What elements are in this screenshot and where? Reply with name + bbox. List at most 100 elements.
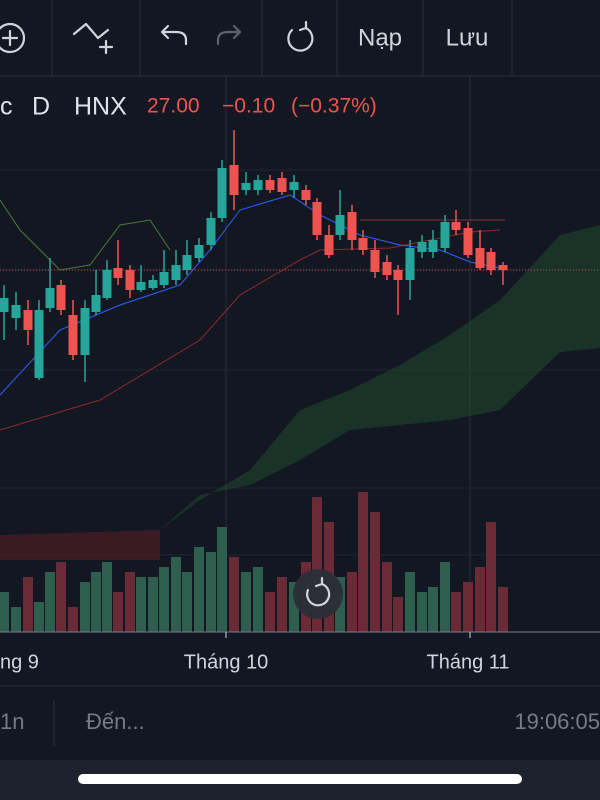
volume-bar bbox=[206, 552, 216, 632]
candle-body bbox=[194, 245, 204, 258]
candle-body bbox=[253, 180, 263, 190]
candle-body bbox=[0, 298, 9, 312]
lagging-line bbox=[0, 199, 171, 271]
volume-bar bbox=[382, 562, 392, 632]
toolbar: Nạp Lưu bbox=[0, 0, 600, 77]
volume-bar bbox=[56, 562, 66, 632]
candle-body bbox=[68, 315, 78, 355]
candle-body bbox=[113, 268, 123, 278]
reset-button[interactable] bbox=[287, 20, 314, 52]
candle-body bbox=[80, 308, 90, 355]
volume-bar bbox=[136, 577, 146, 632]
candle-body bbox=[440, 222, 450, 248]
volume-bar bbox=[428, 587, 438, 632]
candle-body bbox=[11, 305, 21, 318]
volume-bar bbox=[312, 497, 322, 632]
candle-body bbox=[56, 285, 66, 310]
interval: D bbox=[32, 93, 50, 121]
volume-bar bbox=[451, 592, 461, 632]
chart-area bbox=[0, 76, 600, 632]
candle-body bbox=[335, 215, 345, 235]
candle-body bbox=[45, 288, 55, 308]
volume-bar bbox=[217, 527, 227, 632]
candle-body bbox=[125, 270, 135, 290]
goto-button[interactable]: Đến... bbox=[86, 709, 145, 734]
redo-button[interactable] bbox=[216, 24, 242, 46]
undo-button[interactable] bbox=[160, 24, 188, 46]
volume-bar bbox=[463, 582, 473, 632]
scroll-reset-button[interactable] bbox=[293, 569, 343, 619]
change-percent: (−0.37%) bbox=[291, 95, 377, 118]
candle-body bbox=[370, 250, 380, 272]
volume-bar bbox=[498, 587, 508, 632]
candle-body bbox=[498, 265, 508, 270]
candle-body bbox=[289, 182, 299, 190]
clock: 19:06:05 bbox=[514, 709, 600, 734]
candle-body bbox=[312, 202, 322, 235]
indicators-button[interactable] bbox=[72, 22, 114, 55]
volume-bar bbox=[241, 572, 251, 632]
price: 27.00 bbox=[147, 95, 200, 118]
volume-bar bbox=[91, 572, 101, 632]
symbol-header: c D HNX 27.00 −0.10 (−0.37%) bbox=[0, 93, 377, 121]
volume-bar bbox=[23, 577, 33, 632]
candle-body bbox=[217, 168, 227, 218]
volume-bar bbox=[417, 592, 427, 632]
candle-body bbox=[417, 242, 427, 252]
volume-bar bbox=[440, 562, 450, 632]
cloud-green bbox=[160, 225, 600, 530]
add-indicator-button[interactable] bbox=[0, 22, 26, 54]
candle-body bbox=[229, 165, 239, 195]
volume-bar bbox=[277, 577, 287, 632]
volume-bar bbox=[194, 547, 204, 632]
volume-bar bbox=[393, 597, 403, 632]
conversion-line bbox=[0, 194, 501, 396]
candle-body bbox=[382, 262, 392, 275]
volume-bar bbox=[475, 567, 485, 632]
candle-body bbox=[475, 248, 485, 268]
volume-bar bbox=[182, 572, 192, 632]
candle-body bbox=[486, 252, 496, 270]
volume-bar bbox=[265, 592, 275, 632]
candle-body bbox=[34, 310, 44, 378]
candle-body bbox=[393, 270, 403, 280]
volume-bar bbox=[253, 567, 263, 632]
candle-body bbox=[182, 255, 192, 270]
volume-bar bbox=[125, 572, 135, 632]
volume-bar bbox=[11, 607, 21, 632]
exchange: HNX bbox=[74, 93, 127, 121]
volume-bar bbox=[0, 592, 9, 632]
volume-bar bbox=[80, 582, 90, 632]
home-indicator[interactable] bbox=[78, 774, 522, 784]
volume-bar bbox=[113, 592, 123, 632]
candle-body bbox=[136, 282, 146, 290]
candle-body bbox=[463, 228, 473, 255]
candle-body bbox=[451, 222, 461, 230]
candle-body bbox=[241, 183, 251, 190]
candle-body bbox=[347, 212, 357, 240]
candle-body bbox=[91, 295, 101, 312]
change: −0.10 bbox=[222, 95, 275, 118]
volume-bar bbox=[405, 572, 415, 632]
volume-bar bbox=[347, 572, 357, 632]
volume-bar bbox=[102, 562, 112, 632]
candle-body bbox=[159, 272, 169, 285]
candle-body bbox=[324, 235, 334, 255]
candle-body bbox=[277, 178, 287, 192]
volume-bar bbox=[34, 602, 44, 632]
candle-body bbox=[358, 238, 368, 250]
symbol-name: c bbox=[0, 93, 13, 121]
candle-body bbox=[23, 310, 33, 330]
range-button[interactable]: 1n bbox=[0, 709, 24, 734]
candle-body bbox=[171, 265, 181, 280]
volume-bar bbox=[68, 607, 78, 632]
volume-bar bbox=[370, 512, 380, 632]
x-axis-label: ng 9 bbox=[0, 651, 39, 673]
volume-bar bbox=[45, 572, 55, 632]
candle-body bbox=[102, 270, 112, 298]
load-button[interactable]: Nạp bbox=[358, 24, 402, 51]
save-button[interactable]: Lưu bbox=[446, 24, 489, 51]
candle-body bbox=[206, 218, 216, 245]
volume-bar bbox=[486, 522, 496, 632]
volume-bar bbox=[148, 577, 158, 632]
